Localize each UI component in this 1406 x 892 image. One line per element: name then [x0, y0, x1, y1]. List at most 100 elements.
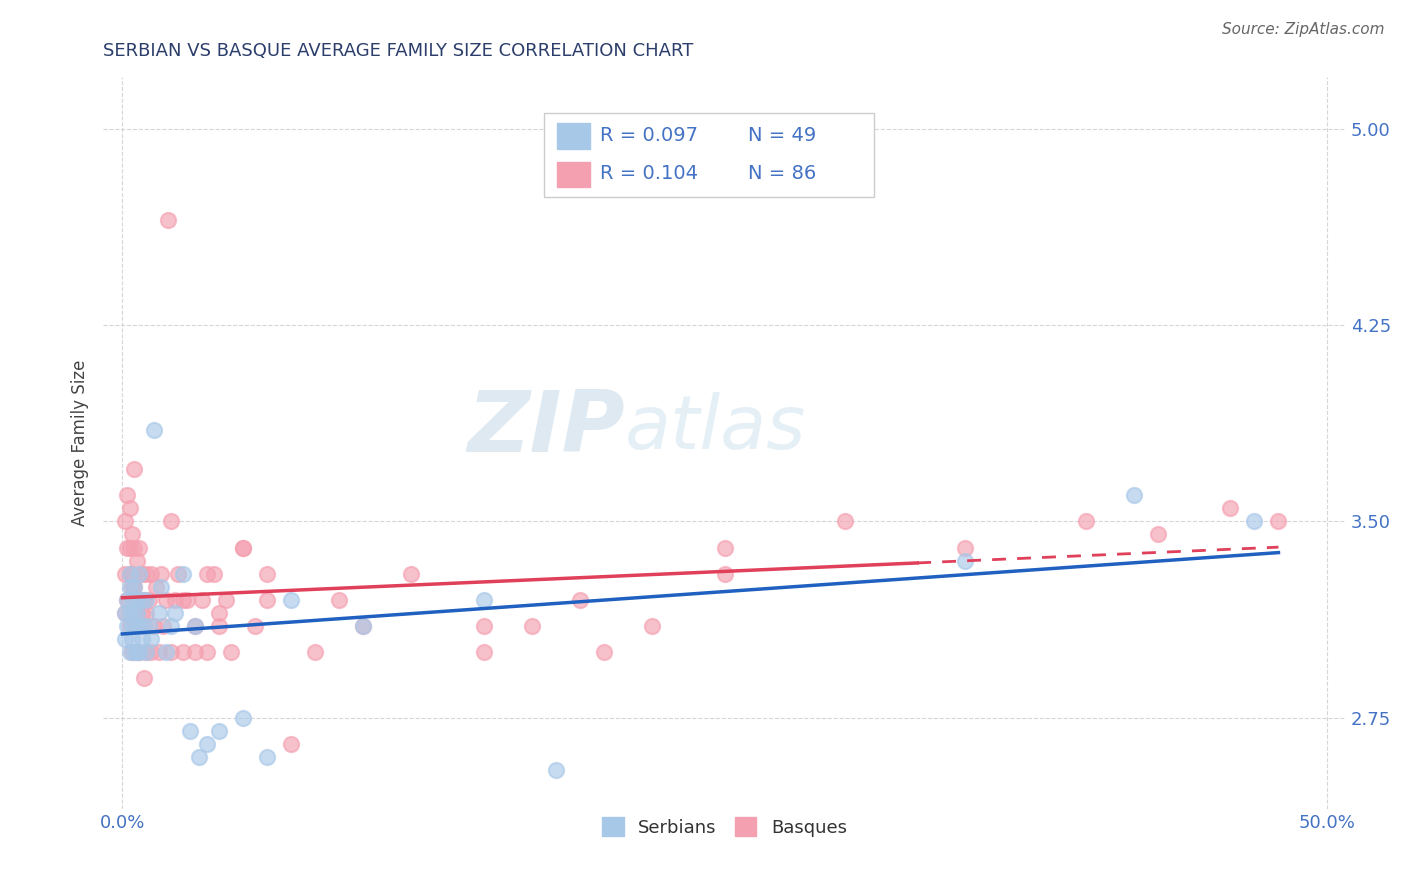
Point: [1074, 514, 1097, 528]
Point: [141, 645, 163, 659]
Point: [166, 566, 188, 581]
Point: [131, 606, 153, 620]
Point: [128, 645, 150, 659]
Point: [124, 645, 146, 659]
Point: [569, 592, 592, 607]
Point: [124, 462, 146, 476]
Point: [125, 592, 148, 607]
Point: [202, 566, 225, 581]
Text: ZIP: ZIP: [467, 387, 626, 470]
Point: [131, 619, 153, 633]
Point: [128, 566, 150, 581]
Point: [713, 566, 735, 581]
Point: [157, 213, 180, 227]
Point: [125, 645, 148, 659]
Point: [121, 645, 143, 659]
Point: [124, 606, 146, 620]
Point: [304, 645, 326, 659]
Point: [114, 566, 136, 581]
Point: [142, 619, 165, 633]
Point: [114, 632, 136, 646]
Point: [125, 606, 148, 620]
Point: [243, 619, 266, 633]
Point: [472, 619, 495, 633]
Point: [232, 541, 254, 555]
Point: [183, 645, 205, 659]
Point: [115, 488, 138, 502]
Point: [115, 592, 138, 607]
Point: [114, 514, 136, 528]
Point: [118, 566, 141, 581]
Point: [118, 606, 141, 620]
Point: [165, 592, 187, 607]
Point: [121, 580, 143, 594]
Point: [121, 632, 143, 646]
Point: [183, 619, 205, 633]
Point: [124, 580, 146, 594]
Point: [152, 619, 174, 633]
Point: [114, 606, 136, 620]
Point: [352, 619, 374, 633]
Point: [128, 645, 150, 659]
Point: [472, 645, 495, 659]
Text: atlas: atlas: [626, 392, 807, 464]
Point: [135, 566, 157, 581]
Point: [208, 723, 231, 738]
Point: [138, 592, 160, 607]
Point: [132, 592, 155, 607]
Point: [208, 619, 231, 633]
Point: [118, 645, 141, 659]
Point: [121, 592, 143, 607]
Y-axis label: Average Family Size: Average Family Size: [72, 359, 89, 526]
Point: [1243, 514, 1265, 528]
Point: [125, 606, 148, 620]
Point: [149, 566, 172, 581]
Point: [155, 645, 177, 659]
Point: [232, 710, 254, 724]
Point: [124, 619, 146, 633]
Point: [125, 645, 148, 659]
Point: [172, 592, 194, 607]
Point: [195, 566, 218, 581]
Point: [131, 566, 153, 581]
Point: [544, 763, 567, 777]
Point: [159, 619, 181, 633]
Point: [1267, 514, 1289, 528]
Point: [118, 501, 141, 516]
Point: [641, 619, 664, 633]
Point: [232, 541, 254, 555]
Point: [135, 645, 157, 659]
Point: [132, 619, 155, 633]
Point: [124, 619, 146, 633]
Text: SERBIAN VS BASQUE AVERAGE FAMILY SIZE CORRELATION CHART: SERBIAN VS BASQUE AVERAGE FAMILY SIZE CO…: [103, 42, 693, 60]
Point: [142, 423, 165, 437]
Point: [121, 566, 143, 581]
Point: [472, 592, 495, 607]
Point: [115, 592, 138, 607]
Point: [280, 592, 302, 607]
Point: [149, 580, 172, 594]
Point: [520, 619, 543, 633]
Point: [176, 592, 198, 607]
Point: [215, 592, 238, 607]
Point: [128, 541, 150, 555]
Point: [132, 671, 155, 685]
Point: [118, 566, 141, 581]
Point: [114, 606, 136, 620]
Point: [124, 541, 146, 555]
Legend: Serbians, Basques: Serbians, Basques: [595, 810, 853, 844]
Point: [121, 619, 143, 633]
Point: [219, 645, 242, 659]
Point: [280, 737, 302, 751]
Point: [713, 541, 735, 555]
Point: [132, 619, 155, 633]
Point: [128, 619, 150, 633]
Point: [1123, 488, 1146, 502]
Point: [191, 592, 214, 607]
Point: [195, 737, 218, 751]
Point: [328, 592, 350, 607]
Point: [208, 606, 231, 620]
Point: [128, 592, 150, 607]
Point: [1147, 527, 1170, 541]
Point: [172, 566, 194, 581]
